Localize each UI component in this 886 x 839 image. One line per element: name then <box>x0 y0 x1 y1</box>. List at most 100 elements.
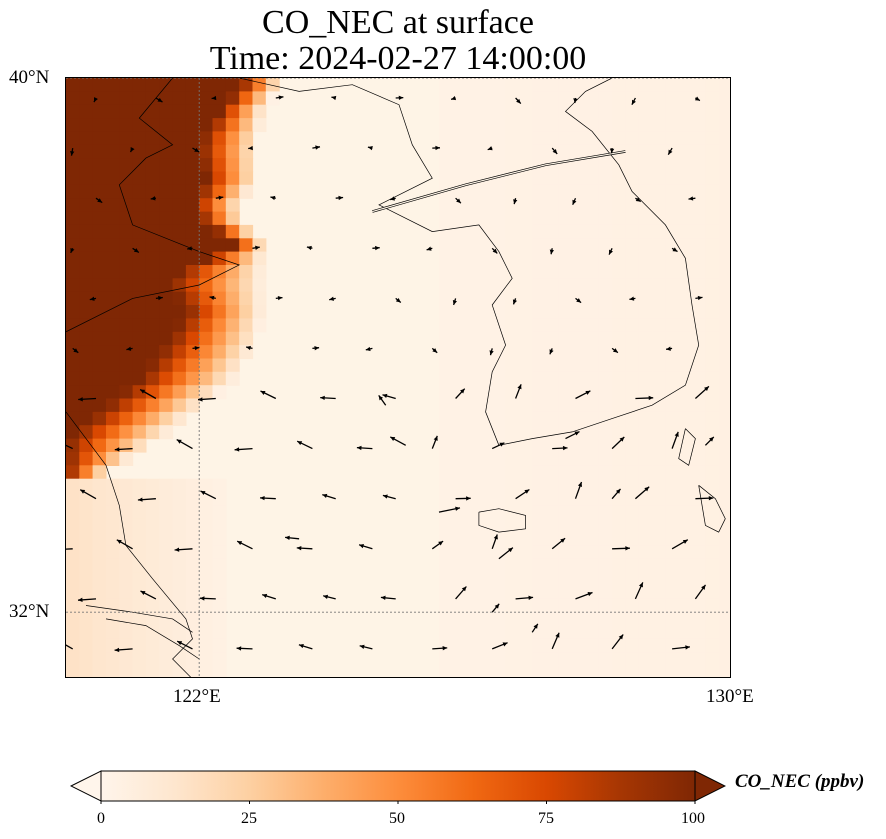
concentration-cell <box>199 665 214 677</box>
concentration-cell <box>132 144 147 159</box>
concentration-cell <box>132 251 147 266</box>
concentration-cell <box>545 91 560 106</box>
concentration-cell <box>185 652 200 667</box>
concentration-cell <box>545 305 560 319</box>
wind-arrow <box>372 245 380 251</box>
concentration-cell <box>92 465 107 480</box>
concentration-cell <box>518 224 533 239</box>
concentration-cell <box>665 171 680 186</box>
concentration-cell <box>598 438 613 453</box>
concentration-cell <box>92 398 107 413</box>
concentration-cell <box>705 291 720 306</box>
concentration-cell <box>439 158 453 173</box>
concentration-cell <box>66 318 80 333</box>
concentration-cell <box>612 184 626 199</box>
concentration-cell <box>678 104 693 119</box>
concentration-cell <box>252 305 267 319</box>
concentration-cell <box>598 224 613 239</box>
concentration-cell <box>505 518 520 533</box>
concentration-cell <box>145 198 160 213</box>
concentration-cell <box>106 238 120 253</box>
concentration-cell <box>625 425 640 440</box>
concentration-cell <box>518 238 533 253</box>
concentration-cell <box>439 652 453 667</box>
concentration-cell <box>678 144 693 159</box>
concentration-cell <box>239 331 254 346</box>
concentration-cell <box>505 612 520 627</box>
wind-arrow <box>114 447 133 452</box>
concentration-cell <box>532 131 547 146</box>
concentration-cell <box>505 278 520 293</box>
concentration-cell <box>172 78 187 92</box>
concentration-cell <box>106 265 120 279</box>
concentration-cell <box>212 144 227 159</box>
concentration-cell <box>545 665 560 677</box>
concentration-cell <box>185 318 200 333</box>
concentration-cell <box>598 358 613 373</box>
concentration-cell <box>572 144 587 159</box>
wind-arrow <box>431 540 444 550</box>
concentration-cell <box>119 331 134 346</box>
concentration-cell <box>159 492 174 506</box>
concentration-cell <box>239 265 254 279</box>
concentration-cell <box>478 625 493 640</box>
concentration-cell <box>558 331 573 346</box>
concentration-cell <box>199 278 214 293</box>
concentration-cell <box>66 265 80 279</box>
concentration-cell <box>572 652 587 667</box>
concentration-cell <box>612 331 626 346</box>
concentration-cell <box>718 425 730 440</box>
concentration-cell <box>66 411 80 426</box>
concentration-cell <box>518 198 533 213</box>
concentration-cell <box>172 278 187 293</box>
concentration-cell <box>545 291 560 306</box>
concentration-cell <box>465 558 480 573</box>
concentration-cell <box>585 291 600 306</box>
concentration-cell <box>119 371 134 386</box>
concentration-cell <box>145 104 160 119</box>
wind-arrow <box>515 488 530 500</box>
concentration-cell <box>532 558 547 573</box>
wind-arrow <box>671 539 689 550</box>
concentration-cell <box>452 211 467 226</box>
concentration-cell <box>79 638 94 653</box>
concentration-cell <box>92 104 107 119</box>
concentration-cell <box>212 224 227 239</box>
concentration-cell <box>625 305 640 319</box>
concentration-cell <box>558 665 573 677</box>
concentration-cell <box>465 385 480 400</box>
concentration-cell <box>79 492 94 506</box>
concentration-cell <box>598 171 613 186</box>
concentration-cell <box>572 492 587 506</box>
concentration-cell <box>492 265 507 279</box>
concentration-cell <box>572 345 587 360</box>
concentration-cell <box>545 251 560 266</box>
concentration-cell <box>92 638 107 653</box>
concentration-cell <box>545 558 560 573</box>
concentration-cell <box>572 291 587 306</box>
wind-arrow <box>549 248 555 255</box>
concentration-cell <box>558 385 573 400</box>
concentration-cell <box>465 198 480 213</box>
concentration-cell <box>625 452 640 466</box>
concentration-cell <box>518 345 533 360</box>
concentration-cell <box>665 532 680 547</box>
concentration-cell <box>172 331 187 346</box>
concentration-cell <box>252 91 267 106</box>
concentration-cell <box>652 411 666 426</box>
concentration-cell <box>79 211 94 226</box>
concentration-cell <box>145 171 160 186</box>
concentration-cell <box>625 652 640 667</box>
concentration-cell <box>705 598 720 613</box>
concentration-cell <box>505 478 520 493</box>
concentration-cell <box>585 398 600 413</box>
concentration-cell <box>598 118 613 133</box>
concentration-cell <box>718 345 730 360</box>
concentration-cell <box>119 158 134 173</box>
concentration-cell <box>718 251 730 266</box>
concentration-cell <box>119 238 134 253</box>
wind-arrow <box>694 385 710 399</box>
concentration-cell <box>585 331 600 346</box>
concentration-cell <box>172 625 187 640</box>
concentration-cell <box>225 78 240 92</box>
